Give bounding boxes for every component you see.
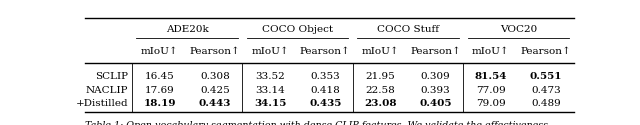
Text: 21.95: 21.95 bbox=[365, 72, 396, 81]
Text: 81.54: 81.54 bbox=[475, 72, 507, 81]
Text: 0.473: 0.473 bbox=[531, 86, 561, 95]
Text: VOC20: VOC20 bbox=[500, 25, 537, 34]
Text: mIoU↑: mIoU↑ bbox=[141, 47, 179, 56]
Text: 0.489: 0.489 bbox=[531, 99, 561, 108]
Text: 23.08: 23.08 bbox=[364, 99, 397, 108]
Text: 0.308: 0.308 bbox=[200, 72, 230, 81]
Text: Table 1: Open-vocabulary segmentation with dense CLIP features. We validate the : Table 1: Open-vocabulary segmentation wi… bbox=[85, 121, 557, 125]
Text: 0.551: 0.551 bbox=[530, 72, 562, 81]
Text: Pearson↑: Pearson↑ bbox=[410, 47, 461, 56]
Text: 0.353: 0.353 bbox=[310, 72, 340, 81]
Text: 0.405: 0.405 bbox=[419, 99, 452, 108]
Text: 0.418: 0.418 bbox=[310, 86, 340, 95]
Text: 18.19: 18.19 bbox=[143, 99, 176, 108]
Text: 79.09: 79.09 bbox=[476, 99, 506, 108]
Text: 33.52: 33.52 bbox=[255, 72, 285, 81]
Text: mIoU↑: mIoU↑ bbox=[472, 47, 509, 56]
Text: COCO Object: COCO Object bbox=[262, 25, 333, 34]
Text: 22.58: 22.58 bbox=[365, 86, 396, 95]
Text: 17.69: 17.69 bbox=[145, 86, 175, 95]
Text: SCLIP: SCLIP bbox=[95, 72, 128, 81]
Text: ADE20k: ADE20k bbox=[166, 25, 209, 34]
Text: 33.14: 33.14 bbox=[255, 86, 285, 95]
Text: 77.09: 77.09 bbox=[476, 86, 506, 95]
Text: NACLIP: NACLIP bbox=[86, 86, 128, 95]
Text: 0.393: 0.393 bbox=[420, 86, 451, 95]
Text: mIoU↑: mIoU↑ bbox=[252, 47, 289, 56]
Text: 34.15: 34.15 bbox=[254, 99, 286, 108]
Text: 0.425: 0.425 bbox=[200, 86, 230, 95]
Text: 16.45: 16.45 bbox=[145, 72, 175, 81]
Text: 0.443: 0.443 bbox=[198, 99, 231, 108]
Text: Pearson↑: Pearson↑ bbox=[300, 47, 351, 56]
Text: 0.309: 0.309 bbox=[420, 72, 451, 81]
Text: +Distilled: +Distilled bbox=[76, 99, 128, 108]
Text: mIoU↑: mIoU↑ bbox=[362, 47, 399, 56]
Text: COCO Stuff: COCO Stuff bbox=[377, 25, 439, 34]
Text: 0.435: 0.435 bbox=[309, 99, 341, 108]
Text: Pearson↑: Pearson↑ bbox=[520, 47, 572, 56]
Text: Pearson↑: Pearson↑ bbox=[189, 47, 240, 56]
